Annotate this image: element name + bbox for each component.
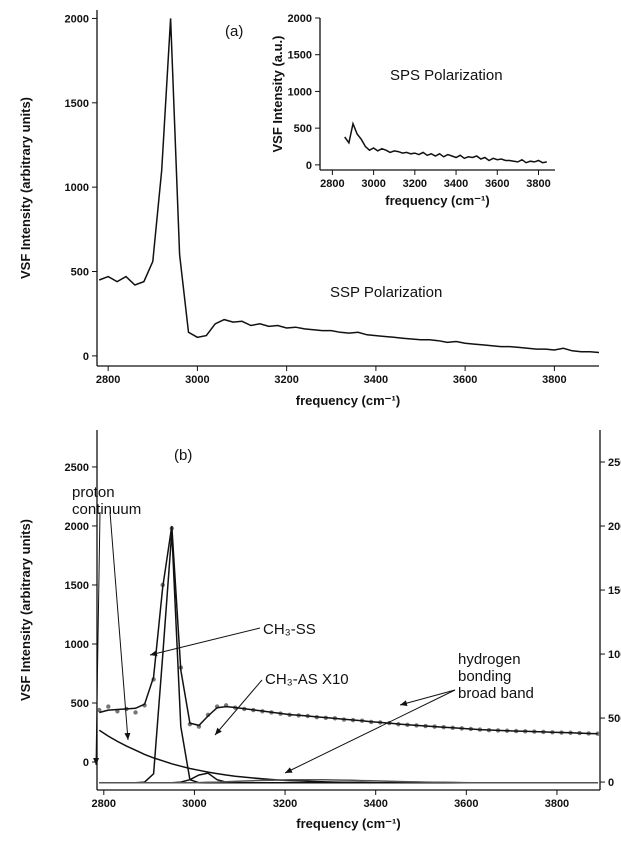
annotation: CH₃-AS X10 [265,671,349,688]
y-tick-label: 0 [83,757,89,769]
annotation: SSP Polarization [330,284,442,301]
arrow [284,689,456,774]
x-tick-label: 3000 [185,374,209,386]
y-tick-label: 1000 [288,86,312,98]
y-tick-label: 1500 [65,98,89,110]
data-line [99,525,598,735]
x-tick-label: 3800 [526,178,550,190]
annotation: (a) [225,23,243,40]
x-tick-label: 3400 [364,374,388,386]
panel: 2800 3000 3200 3400 3600 3800 0 500 1000 1500 2000… [18,430,621,831]
y-tick-label: 2000 [65,521,89,533]
x-tick-label: 3600 [485,178,509,190]
x-tick-label: 3600 [454,798,478,810]
annotation: proton [72,484,115,501]
y-tick-label: 500 [71,698,89,710]
data-point [595,731,600,736]
x-tick-label: 3200 [403,178,427,190]
panel: 2800 3000 3200 3400 3600 3800 0 500 1000 1500 2000… [18,10,600,408]
x-tick-label: 3600 [453,374,477,386]
data-line [99,531,598,784]
annotation: CH₃-SS [263,621,316,638]
annotation: hydrogen [458,651,521,668]
y2-tick-label: 0 [608,777,614,789]
y-tick-label: 0 [83,351,89,363]
arrow [214,679,263,736]
x-tick-label: 3200 [274,374,298,386]
annotation: (b) [174,447,192,464]
x-tick-label: 2800 [320,178,344,190]
x-tick-label: 3000 [361,178,385,190]
x-tick-label: 3200 [273,798,297,810]
y-tick-label: 1000 [65,639,89,651]
annotation: SPS Polarization [390,67,503,84]
data-point [133,710,138,715]
panel: 2800 3000 3200 3400 3600 3800 0 500 1000 1500 2000… [270,13,555,208]
data-line [344,121,547,164]
arrow [93,511,101,766]
y-tick-label: 2000 [65,13,89,25]
x-tick-label: 3800 [542,374,566,386]
arrow [149,627,261,657]
data-point [97,707,102,713]
y2-tick-label: 2000 [608,521,621,533]
data-line [99,772,598,784]
x-tick-label: 2800 [92,798,116,810]
x-axis-label: frequency (cm⁻¹) [296,816,400,831]
y-axis-label: VSF Intensity (arbitrary units) [18,519,33,701]
y2-tick-label: 500 [608,713,621,725]
x-axis-label: frequency (cm⁻¹) [296,393,400,408]
y-tick-label: 1000 [65,182,89,194]
y-tick-label: 1500 [65,580,89,592]
arrow [109,511,131,741]
data-point [106,704,111,709]
y-axis-label: VSF Intensity (arbitrary units) [18,97,33,279]
y-tick-label: 500 [294,123,312,135]
y-tick-label: 2000 [288,13,312,25]
x-tick-label: 3000 [182,798,206,810]
data-line [98,729,598,784]
x-tick-label: 2800 [96,374,120,386]
y-tick-label: 500 [71,267,89,279]
annotation: bonding [458,668,511,685]
y-tick-label: 1500 [288,50,312,62]
annotation: continuum [72,501,141,518]
y-tick-label: 0 [306,160,312,172]
y-tick-label: 2500 [65,462,89,474]
y2-tick-label: 2500 [608,457,621,469]
x-tick-label: 3800 [545,798,569,810]
x-tick-label: 3400 [444,178,468,190]
x-axis-label: frequency (cm⁻¹) [385,193,489,208]
y-axis-label: VSF Intensity (a.u.) [270,35,285,152]
data-line [99,778,598,784]
data-line [98,18,600,354]
y2-tick-label: 1000 [608,649,621,661]
arrow [399,689,456,707]
y2-tick-label: 1500 [608,585,621,597]
x-tick-label: 3400 [363,798,387,810]
annotation: broad band [458,685,534,702]
